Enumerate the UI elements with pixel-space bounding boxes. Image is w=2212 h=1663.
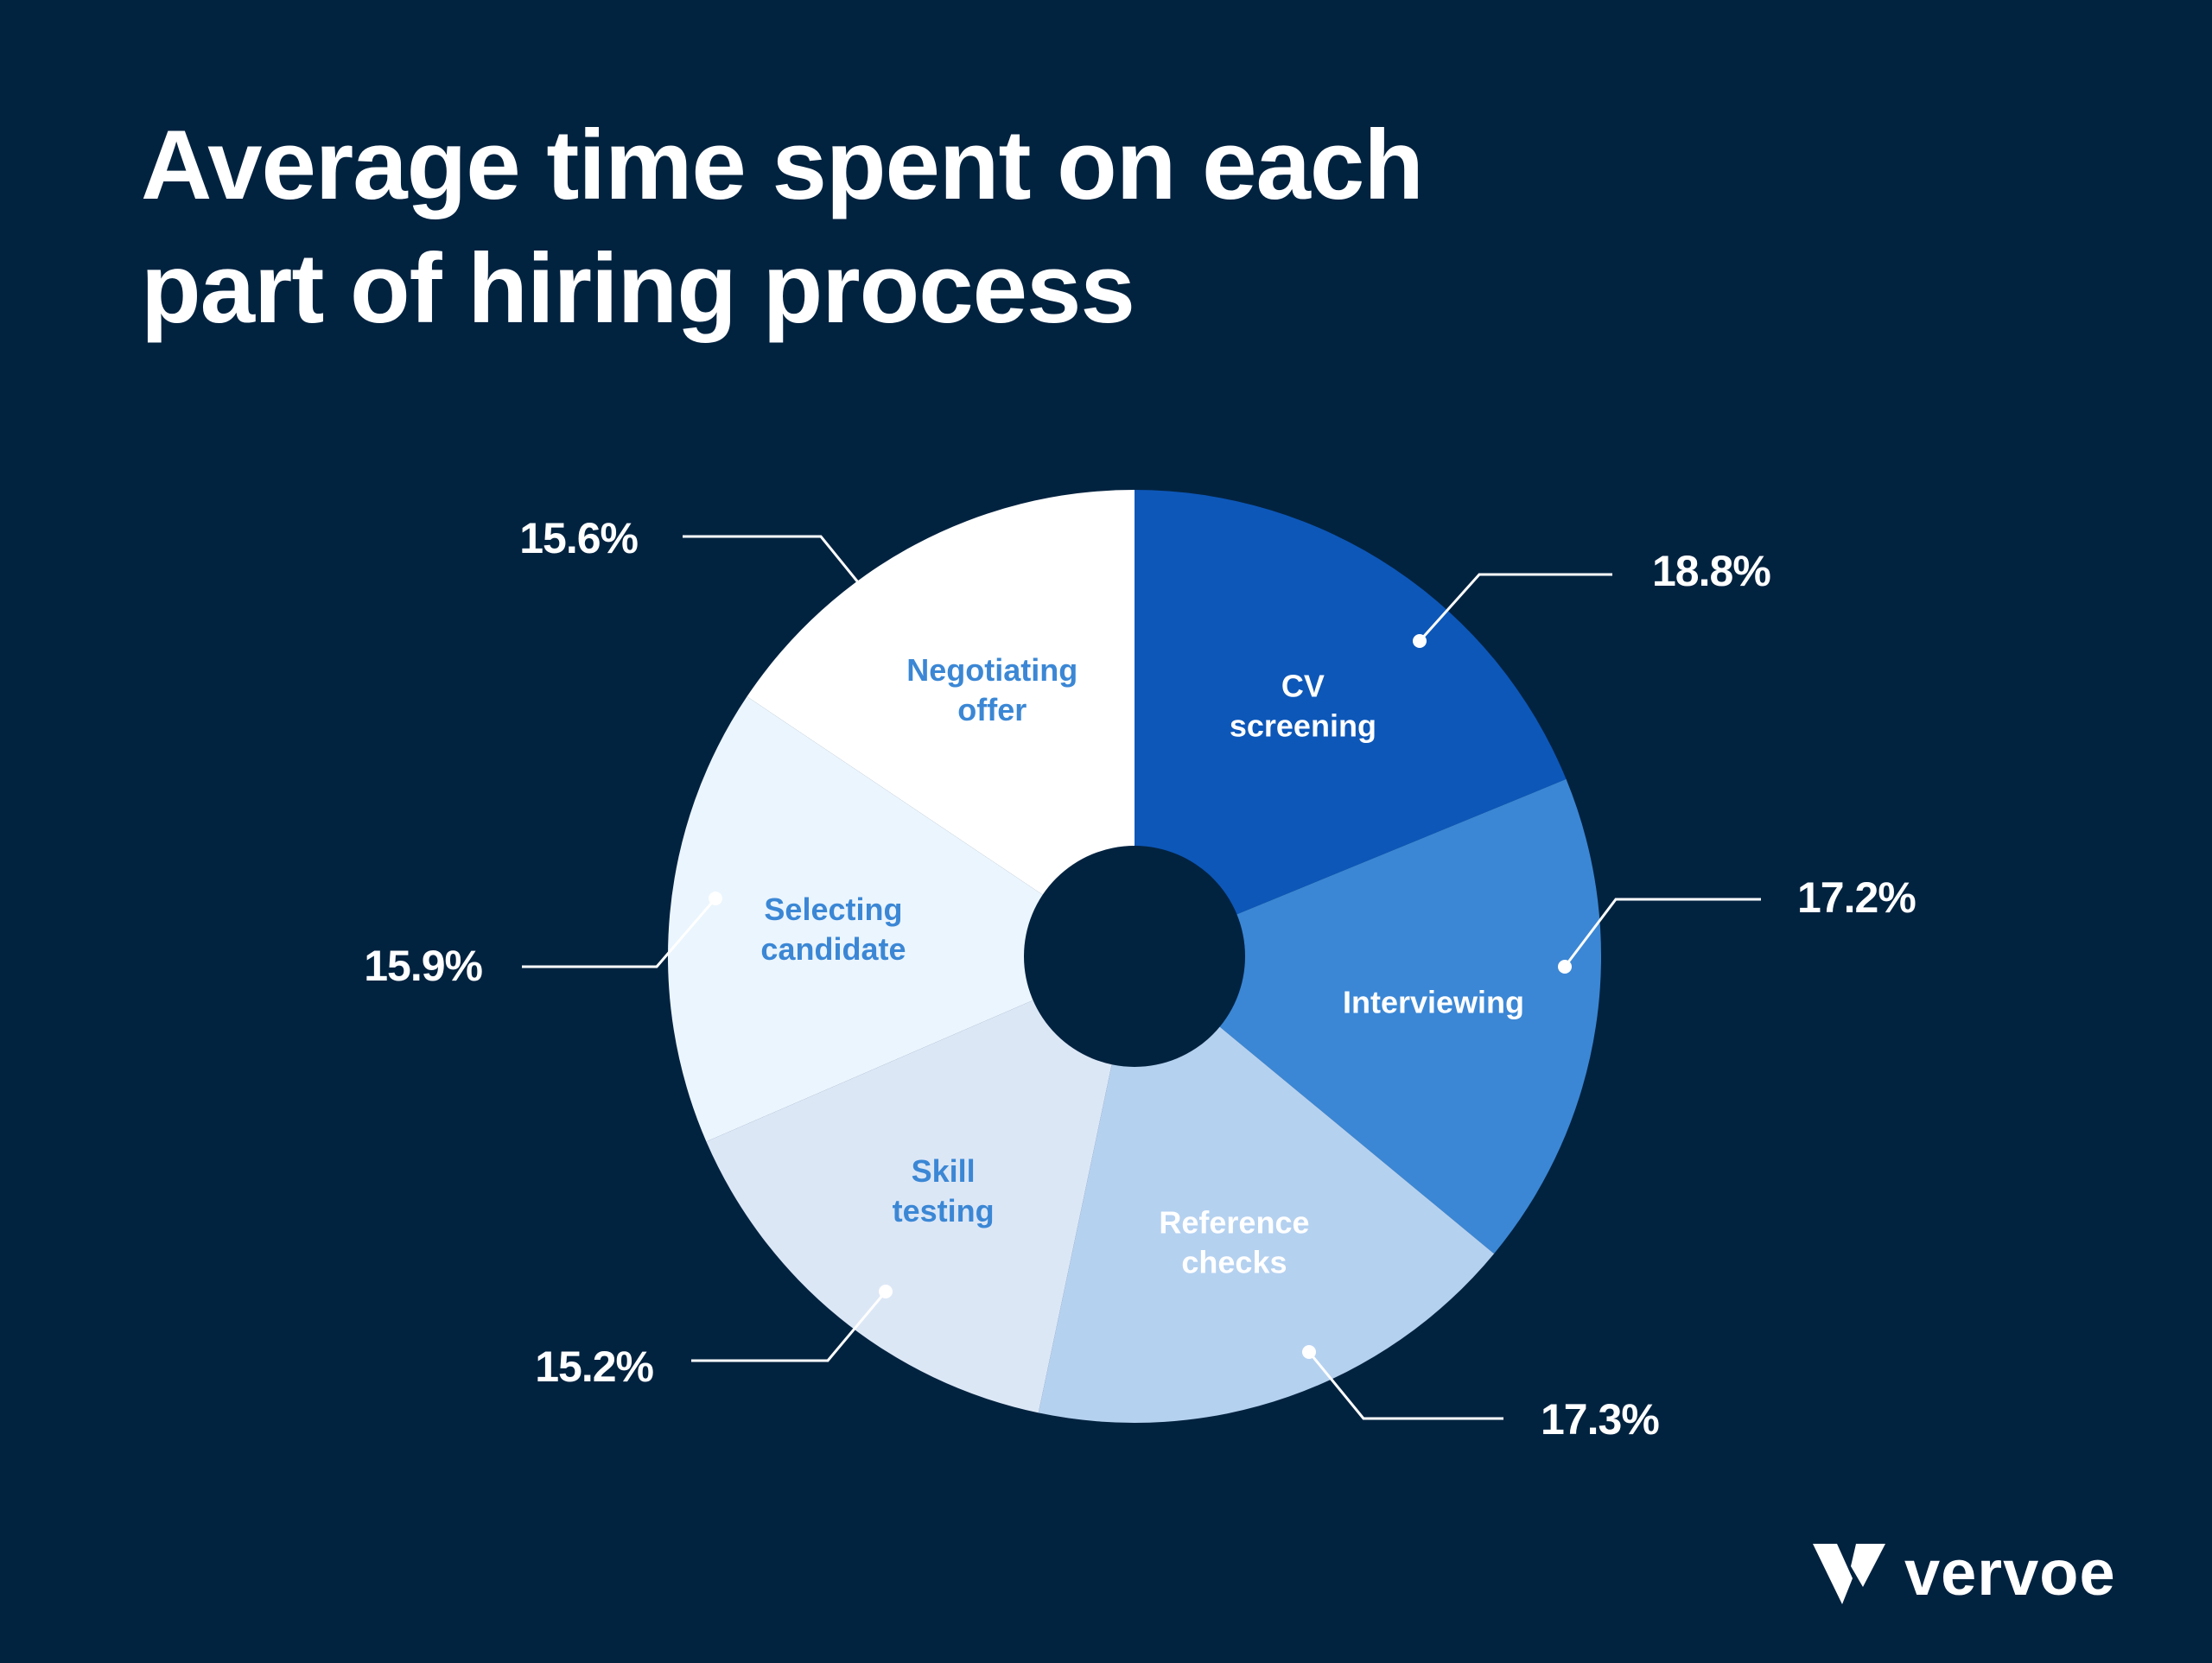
slice-cv-screening: [1135, 490, 1567, 956]
slice-label-skill-testing: Skill testing: [893, 1153, 995, 1228]
chart-title-line-2: part of hiring process: [141, 234, 1135, 344]
slice-label-cv-screening: CV screening: [1230, 668, 1376, 743]
slice-label-line: offer: [957, 692, 1027, 727]
percentage-callouts: 18.8% 17.2% 17.3% 15.2% 15.9% 15.6%: [364, 514, 1916, 1444]
slice-labels: CV screening Interviewing Reference checks Sk…: [760, 652, 1524, 1279]
brand-name: vervoe: [1904, 1537, 2116, 1609]
slice-label-negotiating-offer: Negotiating offer: [906, 652, 1077, 727]
vervoe-v-logo-icon: [1813, 1544, 1885, 1604]
leader-dot-cv-screening: [1413, 634, 1427, 648]
donut-hole: [1024, 846, 1245, 1067]
leader-line-reference-checks: [1307, 1351, 1503, 1420]
slice-selecting-candidate: [667, 696, 1135, 1142]
leader-line-cv-screening: [1418, 573, 1612, 643]
leader-dot-reference-checks: [1302, 1345, 1316, 1359]
slice-reference-checks: [1038, 956, 1495, 1423]
slice-label-line: screening: [1230, 708, 1376, 743]
pct-label-selecting-candidate: 15.9%: [364, 942, 482, 990]
pct-label-negotiating-offer: 15.6%: [519, 514, 638, 562]
slice-negotiating-offer: [747, 490, 1135, 956]
slice-skill-testing: [706, 956, 1135, 1413]
pct-label-reference-checks: 17.3%: [1541, 1395, 1659, 1444]
brand-logo: vervoe: [1813, 1534, 2116, 1612]
slice-label-line: Selecting: [764, 892, 902, 927]
slice-label-line: Negotiating: [906, 652, 1077, 688]
slice-label-line: checks: [1181, 1244, 1287, 1279]
pct-label-skill-testing: 15.2%: [535, 1342, 653, 1391]
chart-slices: [667, 490, 1601, 1423]
leader-line-skill-testing: [691, 1291, 887, 1362]
slice-label-line: CV: [1281, 668, 1325, 703]
leader-line-negotiating-offer: [683, 535, 860, 583]
leader-dot-selecting-candidate: [709, 892, 722, 905]
leader-dot-interviewing: [1558, 960, 1572, 974]
slice-label-line: testing: [893, 1193, 995, 1228]
leader-line-selecting-candidate: [522, 898, 717, 968]
chart-title-line-1: Average time spent on each: [141, 111, 1424, 220]
pct-label-interviewing: 17.2%: [1797, 873, 1916, 922]
leader-dot-skill-testing: [879, 1285, 893, 1298]
slice-label-line: Skill: [912, 1153, 976, 1189]
slice-label-interviewing: Interviewing: [1343, 985, 1524, 1020]
slice-label-selecting-candidate: Selecting candidate: [760, 892, 906, 967]
slice-interviewing: [1135, 778, 1601, 1254]
leader-line-interviewing: [1563, 898, 1761, 968]
chart-title: Average time spent on each part of hirin…: [141, 104, 1610, 351]
slice-label-reference-checks: Reference checks: [1159, 1204, 1309, 1279]
slice-label-line: candidate: [760, 931, 906, 967]
slice-label-line: Interviewing: [1343, 985, 1524, 1020]
slice-label-line: Reference: [1159, 1204, 1309, 1240]
pct-label-cv-screening: 18.8%: [1652, 547, 1770, 595]
